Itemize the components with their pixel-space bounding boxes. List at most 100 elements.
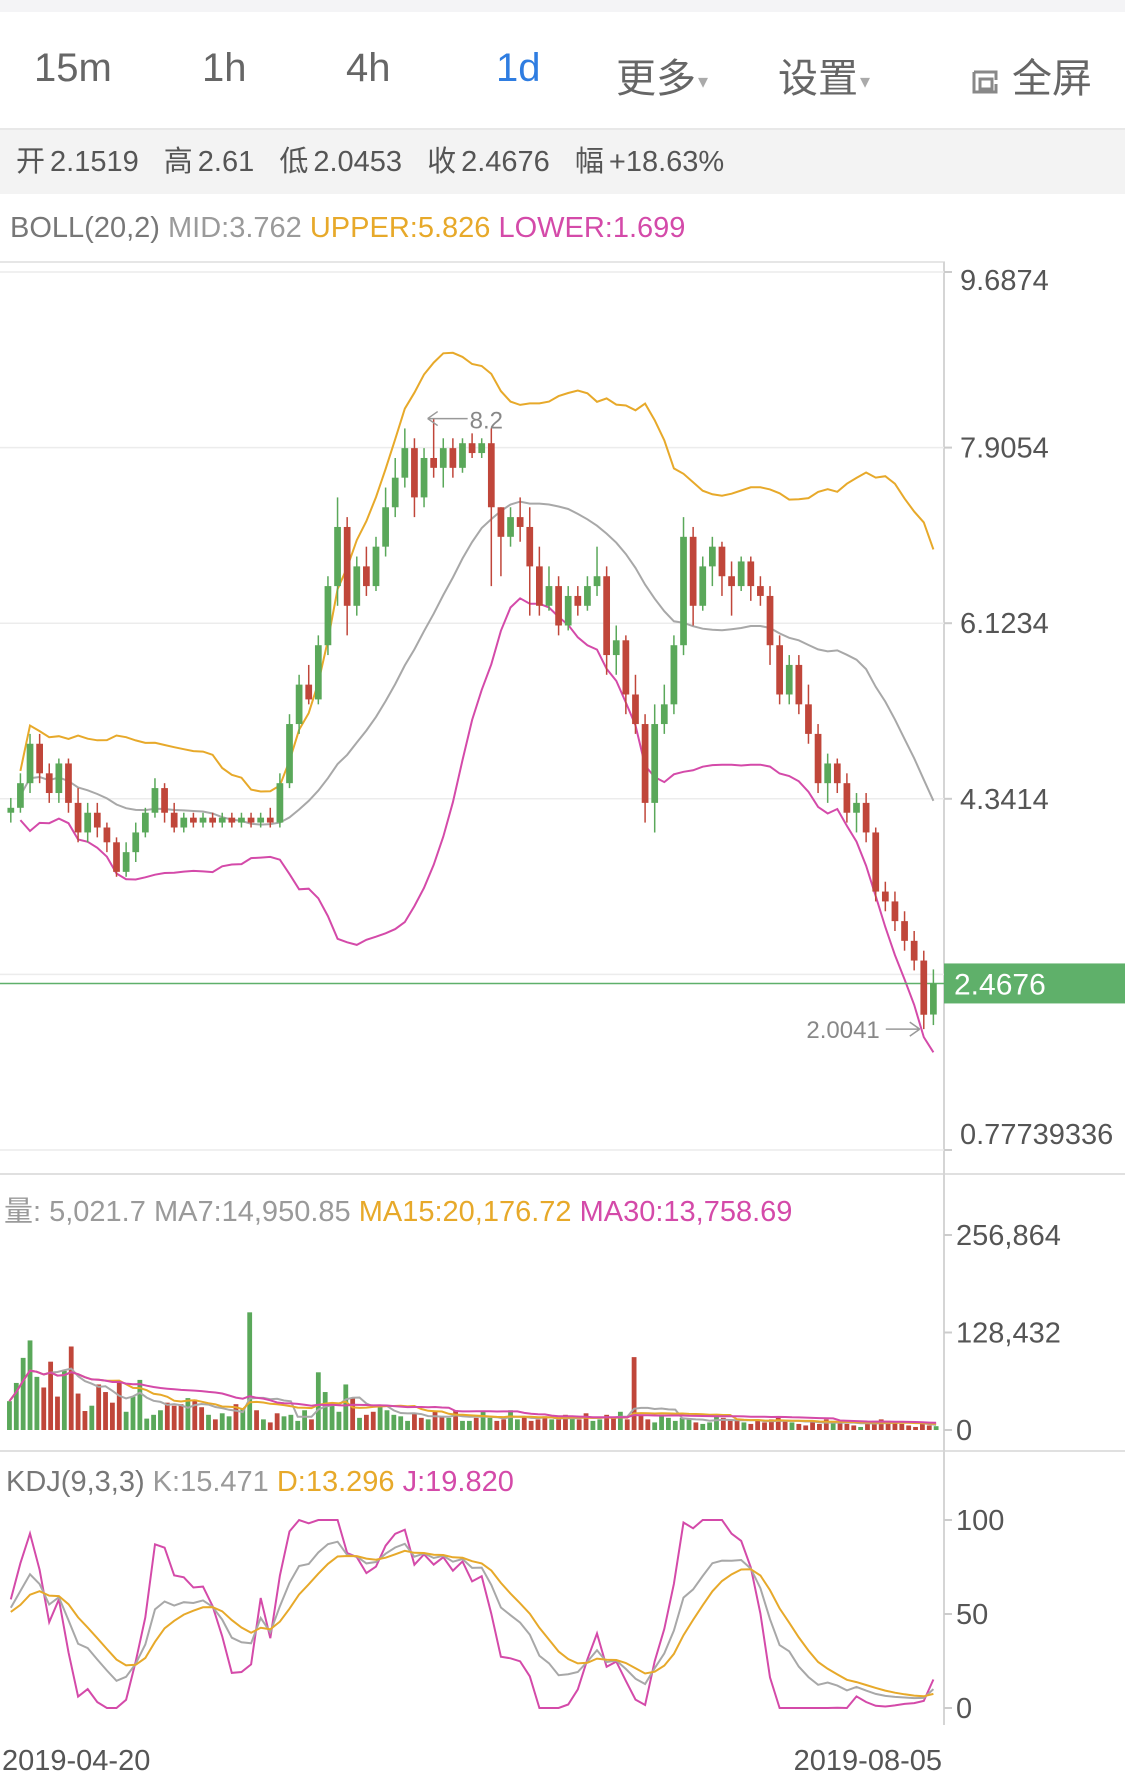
candle-body: [891, 901, 899, 922]
volume-bar: [858, 1426, 864, 1430]
candle-body: [17, 783, 24, 808]
candle-body: [680, 536, 687, 646]
candle-body: [507, 517, 514, 537]
candle-body: [584, 586, 591, 606]
volume-ma15: MA15:20,176.72: [358, 1196, 572, 1228]
volume-ma7: MA7:14,950.85: [153, 1196, 351, 1228]
volume-bar: [226, 1416, 232, 1430]
kdj-j: J:19.820: [402, 1466, 514, 1498]
volume-bar: [425, 1419, 431, 1430]
candle-body: [430, 457, 438, 468]
change-value: +18.63%: [608, 146, 725, 178]
price-tick-label: 7.9054: [960, 433, 1049, 465]
candle-body: [862, 802, 870, 833]
candle-body: [824, 763, 832, 784]
x-axis-label-end: 2019-08-05: [794, 1745, 942, 1777]
candle-body: [766, 595, 774, 646]
volume-bar: [178, 1404, 184, 1430]
candle-body: [670, 645, 678, 705]
volume-bar: [247, 1312, 253, 1430]
candle-body: [920, 960, 928, 1015]
fullscreen-icon: [972, 70, 998, 94]
volume-bar: [556, 1419, 561, 1430]
volume-bar: [899, 1423, 905, 1430]
volume-bar: [501, 1419, 507, 1430]
settings-menu-button[interactable]: 设置 ▾: [778, 46, 870, 104]
tab-15m[interactable]: 15m: [34, 46, 112, 90]
kdj-k-line: [9, 1540, 935, 1700]
candle-body: [209, 817, 216, 823]
volume-bar: [734, 1420, 740, 1430]
volume-bar: [288, 1414, 294, 1430]
candle-body: [65, 763, 72, 803]
kdj-j-line: [9, 1518, 935, 1710]
volume-bar: [199, 1407, 205, 1430]
volume-bar: [41, 1387, 47, 1430]
candle-body: [353, 566, 361, 606]
candle-body: [84, 812, 92, 833]
candle-body: [314, 645, 322, 700]
volume-bar: [741, 1422, 747, 1430]
volume-bar: [315, 1372, 321, 1430]
volume-bar: [920, 1423, 925, 1430]
volume-bar: [789, 1422, 795, 1430]
volume-bar: [803, 1425, 809, 1430]
more-menu-button[interactable]: 更多 ▾: [616, 46, 708, 104]
volume-bar: [240, 1409, 246, 1430]
volume-ma15-line: [8, 1369, 937, 1425]
fullscreen-button[interactable]: 全屏: [966, 46, 1092, 104]
kdj-tick-label: 100: [956, 1505, 1004, 1537]
volume-bar: [418, 1417, 424, 1430]
volume-bar: [384, 1410, 390, 1430]
chevron-down-icon: ▾: [698, 70, 709, 93]
volume-bar: [563, 1414, 568, 1430]
kdj-k: K:15.471: [152, 1466, 269, 1498]
price-tick-label: 6.1234: [960, 608, 1049, 640]
candle-body: [257, 817, 265, 823]
boll-indicator-header: BOLL(20,2) MID:3.762 UPPER:5.826 LOWER:1…: [10, 212, 685, 245]
candle-body: [526, 526, 534, 567]
kdj-name: KDJ(9,3,3): [6, 1466, 145, 1498]
candle-body: [910, 940, 918, 961]
volume-bar: [309, 1419, 314, 1430]
ohlc-summary-bar: 开 2.1519 高 2.61 低 2.0453 收 2.4676 幅 +18.63%: [0, 130, 1125, 194]
candle-body: [881, 891, 889, 902]
volume-ma30-line: [8, 1369, 937, 1424]
tab-4h[interactable]: 4h: [346, 46, 391, 90]
candle-body: [545, 586, 553, 606]
candle-body: [632, 694, 639, 725]
candle-body: [660, 704, 668, 725]
candle-body: [295, 684, 303, 725]
candle-body: [641, 724, 649, 803]
candle-body: [382, 507, 389, 547]
volume-bar: [68, 1346, 74, 1430]
candle-body: [26, 743, 34, 784]
volume-bar: [343, 1384, 349, 1430]
volume-bar: [151, 1414, 156, 1430]
volume-bar: [679, 1417, 685, 1430]
volume-ma30: MA30:13,758.69: [579, 1196, 793, 1228]
candle-body: [286, 724, 293, 784]
candle-body: [218, 817, 226, 823]
boll-upper: UPPER:5.826: [309, 212, 491, 244]
volume-bar: [109, 1402, 115, 1430]
volume-bar: [830, 1420, 836, 1430]
volume-bar: [82, 1411, 88, 1430]
candle-body: [266, 817, 274, 823]
close-value: 2.4676: [461, 146, 550, 178]
volume-bar: [329, 1405, 335, 1430]
candle-body: [853, 802, 860, 813]
kdj-tick-label: 50: [956, 1599, 988, 1631]
high-label: 高: [163, 146, 193, 178]
volume-bar: [103, 1392, 108, 1430]
open-value: 2.1519: [50, 146, 139, 178]
candle-body: [593, 576, 601, 587]
tab-1d[interactable]: 1d: [496, 46, 541, 90]
tab-1h[interactable]: 1h: [202, 46, 247, 90]
boll-lower-line: [19, 597, 935, 1053]
volume-bar: [13, 1382, 19, 1430]
candle-body: [439, 448, 447, 468]
volume-bar: [473, 1417, 479, 1430]
candle-body: [574, 595, 582, 606]
